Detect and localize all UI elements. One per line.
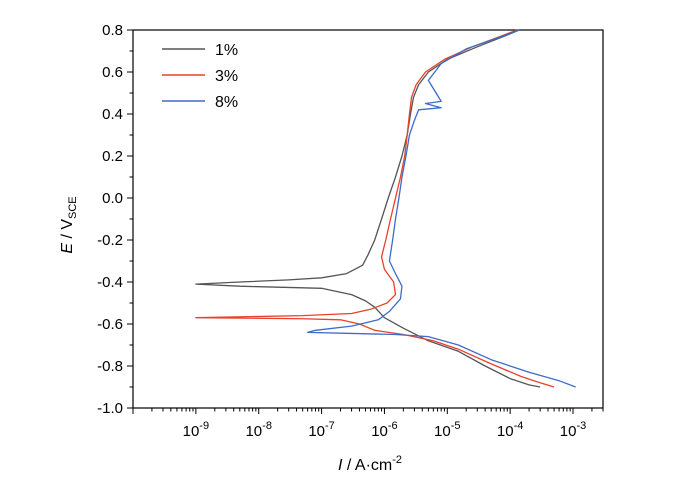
y-tick-label: -0.4 — [97, 274, 123, 291]
y-axis: 0.8 0.6 0.4 0.2 0.0 -0.2 -0.4 -0.6 -0.8 -1.0 — [97, 22, 133, 417]
y-tick-label: 0.2 — [102, 148, 123, 165]
y-tick-label: -1.0 — [97, 400, 123, 417]
x-tick-label: 10-5 — [434, 420, 460, 440]
y-tick-label: 0.6 — [102, 64, 123, 81]
series-1pct-line — [195, 29, 541, 388]
x-tick-label: 10-6 — [371, 420, 397, 440]
series-3pct-line — [195, 29, 555, 388]
series-8pct-line — [306, 29, 576, 388]
curves — [195, 29, 576, 388]
x-axis: 10-9 10-8 10-7 10-6 10-5 10-4 10-3 — [132, 408, 604, 440]
legend-label: 8% — [215, 94, 238, 111]
x-axis-title: I / A·cm-2 — [338, 454, 402, 474]
y-tick-label: -0.6 — [97, 316, 123, 333]
legend-label: 3% — [215, 68, 238, 85]
y-tick-label: -0.8 — [97, 358, 123, 375]
y-tick-label: 0.4 — [102, 106, 123, 123]
x-tick-label: 10-4 — [497, 420, 523, 440]
x-tick-label: 10-7 — [308, 420, 334, 440]
y-axis-title: E / VSCE — [59, 196, 79, 253]
x-tick-label: 10-3 — [560, 420, 586, 440]
y-tick-label: -0.2 — [97, 232, 123, 249]
x-tick-label: 10-8 — [245, 420, 271, 440]
legend-label: 1% — [215, 42, 238, 59]
y-tick-label: 0.0 — [102, 190, 123, 207]
plot-area — [132, 29, 604, 409]
plot-border — [132, 29, 604, 409]
legend: 1% 3% 8% — [162, 42, 238, 111]
x-tick-label: 10-9 — [183, 420, 209, 440]
y-tick-label: 0.8 — [102, 22, 123, 39]
